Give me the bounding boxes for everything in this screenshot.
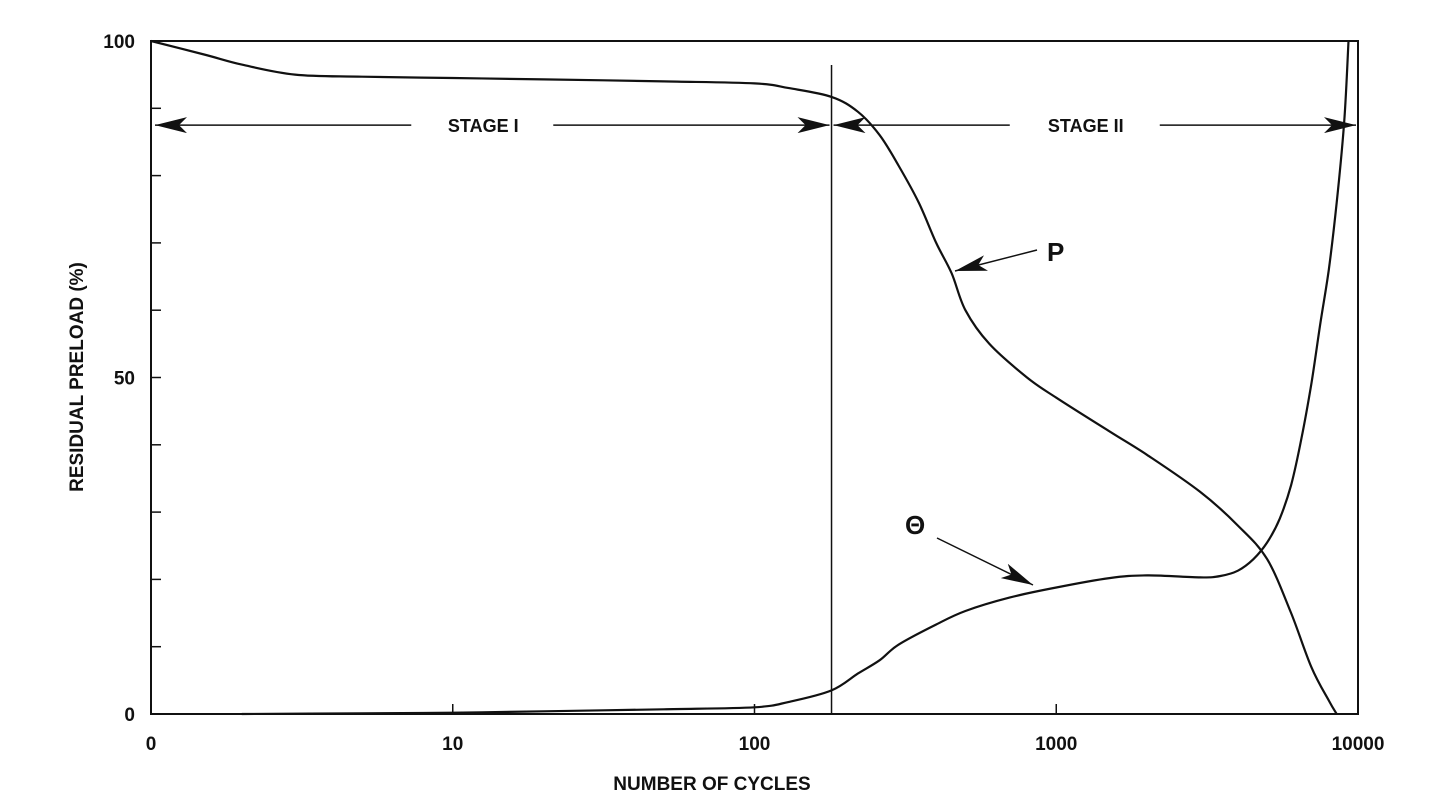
y-tick-label: 100 bbox=[103, 32, 135, 53]
series-line-p bbox=[150, 39, 1338, 715]
y-tick-label: 0 bbox=[124, 705, 135, 726]
y-tick-label: 50 bbox=[114, 369, 135, 390]
callout-arrow-p bbox=[954, 249, 1038, 272]
x-tick-label: 10 bbox=[442, 734, 463, 755]
series-line-theta bbox=[241, 40, 1350, 716]
x-tick-label: 0 bbox=[146, 734, 157, 755]
y-axis-label: RESIDUAL PRELOAD (%) bbox=[67, 262, 88, 492]
stage-1-label: STAGE I bbox=[448, 116, 519, 136]
x-tick-label: 10000 bbox=[1332, 734, 1385, 755]
plot-frame bbox=[150, 40, 1359, 715]
series-label-theta: Θ bbox=[905, 510, 925, 540]
x-tick-label: 1000 bbox=[1035, 734, 1077, 755]
x-tick-label: 100 bbox=[739, 734, 771, 755]
x-axis-label: NUMBER OF CYCLES bbox=[613, 774, 810, 795]
axis-ticks: 0 10 100 1000 10000 0 50 100 bbox=[103, 32, 1384, 755]
stage-2-label: STAGE II bbox=[1048, 116, 1124, 136]
callout-arrow-theta bbox=[936, 537, 1034, 586]
series-label-p: P bbox=[1047, 237, 1064, 267]
